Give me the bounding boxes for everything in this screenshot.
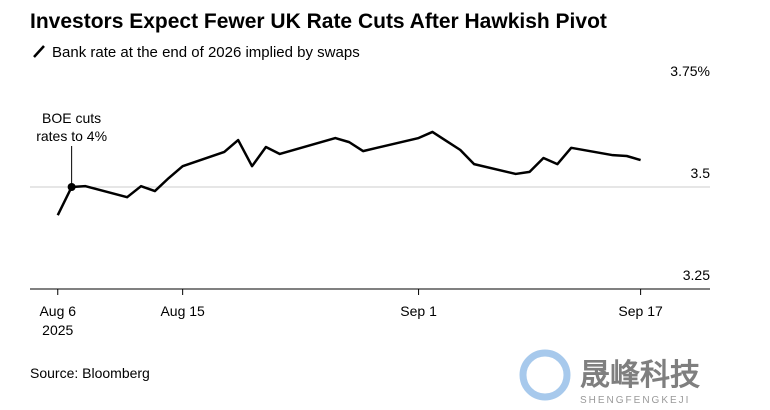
x-tick-label: Sep 1 [400,303,437,319]
x-year-label: 2025 [42,322,73,338]
y-tick-label: 3.75% [670,63,710,79]
watermark-logo [519,349,571,401]
legend-swatch [33,45,45,58]
watermark-subtitle: SHENGFENGKEJI [580,395,690,405]
source: Source: Bloomberg [30,365,150,381]
x-tick-label: Aug 6 [39,303,76,319]
x-tick-label: Aug 15 [160,303,205,319]
x-tick-label: Sep 17 [618,303,663,319]
legend-label: Bank rate at the end of 2026 implied by … [52,44,360,61]
watermark-title: 晟峰科技 [580,359,700,392]
y-tick-label: 3.25 [683,267,710,283]
line-series [56,130,641,216]
y-tick-label: 3.5 [691,165,711,181]
chart-title: Investors Expect Fewer UK Rate Cuts Afte… [30,10,607,33]
watermark: 晟峰科技 SHENGFENGKEJI [519,349,700,406]
annotation-text: rates to 4% [36,128,107,144]
annotation-text: BOE cuts [42,110,101,126]
annotation-dot [67,183,76,191]
